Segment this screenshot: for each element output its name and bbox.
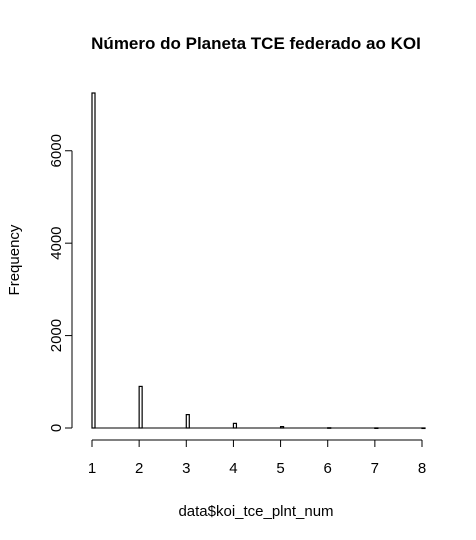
y-axis-label: Frequency bbox=[6, 224, 23, 295]
histogram-bar bbox=[421, 427, 426, 430]
x-tick-label: 4 bbox=[229, 460, 237, 477]
histogram-bar bbox=[232, 422, 238, 429]
y-axis: 0 2000 4000 6000 bbox=[48, 134, 73, 432]
y-tick-label: 0 bbox=[48, 424, 65, 432]
chart-title: Número do Planeta TCE federado ao KOI bbox=[91, 34, 421, 53]
histogram-bar bbox=[327, 427, 332, 429]
histogram-bar bbox=[279, 426, 285, 429]
histogram-bar bbox=[91, 92, 96, 429]
x-tick-label: 7 bbox=[371, 460, 379, 477]
histogram-bar bbox=[374, 427, 379, 430]
x-axis-label: data$koi_tce_plnt_num bbox=[178, 503, 333, 520]
x-tick-label: 2 bbox=[135, 460, 143, 477]
x-tick-label: 5 bbox=[276, 460, 284, 477]
x-tick-label: 3 bbox=[182, 460, 190, 477]
x-axis: 1 2 3 4 5 6 7 8 bbox=[88, 439, 426, 477]
y-tick-label: 2000 bbox=[48, 319, 65, 352]
x-tick-label: 1 bbox=[88, 460, 96, 477]
y-tick-label: 4000 bbox=[48, 226, 65, 259]
y-tick-label: 6000 bbox=[48, 134, 65, 167]
histogram-bar bbox=[185, 414, 190, 429]
histogram-bar bbox=[138, 385, 143, 429]
x-tick-label: 8 bbox=[418, 460, 426, 477]
x-tick-label: 6 bbox=[324, 460, 332, 477]
bars-group bbox=[91, 92, 426, 430]
